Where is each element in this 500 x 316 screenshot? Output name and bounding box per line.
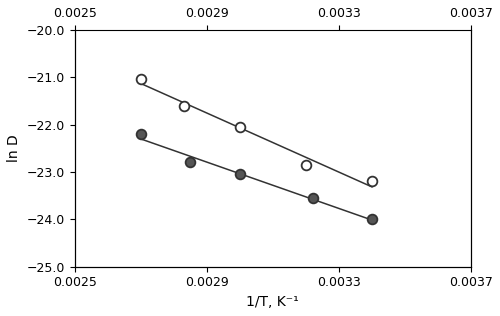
X-axis label: 1/T, K⁻¹: 1/T, K⁻¹ xyxy=(246,295,299,309)
Y-axis label: ln D: ln D xyxy=(7,134,21,162)
